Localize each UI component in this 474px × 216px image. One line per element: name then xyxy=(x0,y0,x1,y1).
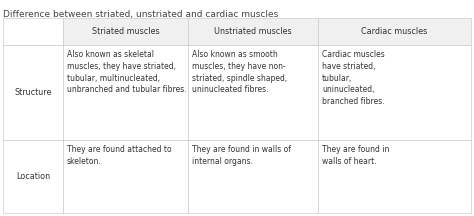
Text: They are found in
walls of heart.: They are found in walls of heart. xyxy=(322,145,389,166)
Bar xyxy=(63,140,188,213)
Text: Difference between striated, unstriated and cardiac muscles: Difference between striated, unstriated … xyxy=(3,10,278,19)
Text: Location: Location xyxy=(16,172,50,181)
Bar xyxy=(318,45,471,140)
Bar xyxy=(318,140,471,213)
Text: They are found attached to
skeleton.: They are found attached to skeleton. xyxy=(67,145,172,166)
Text: Structure: Structure xyxy=(14,88,52,97)
Bar xyxy=(188,140,318,213)
Bar xyxy=(188,45,318,140)
Text: Unstriated muscles: Unstriated muscles xyxy=(214,27,292,36)
Text: Striated muscles: Striated muscles xyxy=(91,27,159,36)
Text: Cardiac muscles: Cardiac muscles xyxy=(361,27,428,36)
Bar xyxy=(3,18,63,45)
Text: They are found in walls of
internal organs.: They are found in walls of internal orga… xyxy=(192,145,291,166)
Bar xyxy=(318,18,471,45)
Text: Cardiac muscles
have striated,
tubular,
uninucleated,
branched fibres.: Cardiac muscles have striated, tubular, … xyxy=(322,50,385,106)
Bar xyxy=(3,140,63,213)
Bar xyxy=(3,45,63,140)
Bar xyxy=(188,18,318,45)
Bar xyxy=(63,45,188,140)
Text: Also known as smooth
muscles, they have non-
striated, spindle shaped,
uninuclea: Also known as smooth muscles, they have … xyxy=(192,50,287,94)
Bar xyxy=(63,18,188,45)
Text: Also known as skeletal
muscles, they have striated,
tubular, multinucleated,
unb: Also known as skeletal muscles, they hav… xyxy=(67,50,187,94)
